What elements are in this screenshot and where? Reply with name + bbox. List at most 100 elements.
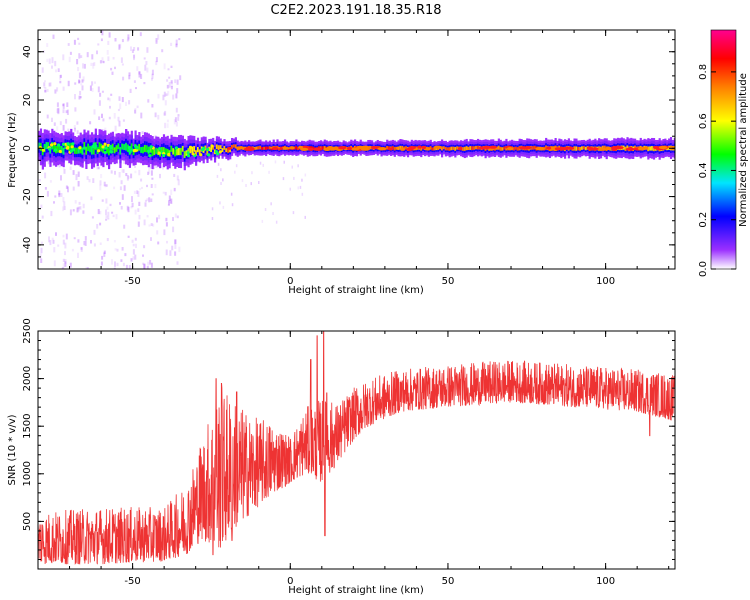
- spectrogram-speckle: [149, 260, 152, 265]
- spectrogram-speckle: [113, 267, 116, 269]
- spectrogram-column: [545, 137, 548, 158]
- spectrogram-speckle: [99, 242, 102, 245]
- spectrogram-speckle: [143, 82, 146, 85]
- spectrogram-cell: [100, 143, 103, 152]
- spectrogram-speckle: [136, 190, 139, 194]
- spectrogram-x-tick-label: -50: [124, 276, 140, 287]
- spectrogram-peak: [83, 146, 87, 150]
- spectrogram-speckle: [97, 43, 100, 46]
- spectrogram-cell: [420, 146, 423, 151]
- spectrogram-peak: [216, 152, 220, 156]
- spectrogram-cell: [369, 145, 372, 150]
- spectrogram-speckle: [170, 42, 173, 46]
- spectrogram-speckle: [164, 191, 167, 196]
- spectrogram-speckle: [57, 107, 60, 114]
- spectrogram-column: [533, 139, 536, 157]
- spectrogram-speckle: [80, 247, 83, 252]
- spectrogram-speckle: [78, 80, 81, 83]
- spectrogram-speckle: [157, 34, 160, 40]
- spectrogram-speckle: [156, 165, 159, 169]
- spectrogram-cell: [429, 146, 432, 150]
- spectrogram-cell: [64, 142, 67, 150]
- spectrogram-speckle: [258, 181, 260, 184]
- spectrogram-speckle: [77, 252, 79, 258]
- spectrogram-speckle: [47, 159, 50, 165]
- spectrogram-speckle: [268, 170, 270, 174]
- spectrogram-speckle: [93, 62, 96, 66]
- spectrogram-speckle: [123, 224, 126, 229]
- spectrogram-speckle: [77, 37, 80, 40]
- spectrogram-column: [170, 134, 173, 163]
- spectrogram-speckle: [60, 193, 63, 197]
- spectrogram-speckle: [113, 134, 116, 138]
- spectrogram-speckle: [77, 206, 80, 212]
- spectrogram-speckle: [175, 43, 178, 48]
- spectrogram-column: [38, 130, 41, 162]
- spectrogram-column: [255, 141, 258, 156]
- spectrogram-speckle: [175, 107, 178, 113]
- spectrogram-speckle: [146, 215, 149, 218]
- spectrogram-cell: [225, 148, 228, 153]
- spectrogram-speckle: [133, 80, 136, 83]
- snr-x-ticks: -50 0 50 100: [37, 331, 670, 587]
- spectrogram-cell: [393, 146, 396, 151]
- spectrogram-speckle: [104, 127, 107, 132]
- spectrogram-column: [253, 141, 256, 156]
- spectrogram-x-label: Height of straight line (km): [288, 285, 424, 296]
- spectrogram-speckle: [54, 60, 57, 67]
- spectrogram-peak: [41, 148, 46, 152]
- spectrogram-speckle: [114, 125, 117, 132]
- spectrogram-speckle: [135, 243, 137, 248]
- spectrogram-column: [652, 138, 656, 160]
- spectrogram-speckle: [133, 55, 135, 61]
- spectrogram-speckle: [177, 179, 180, 186]
- spectrogram-speckle: [93, 109, 96, 115]
- spectrogram-peak: [70, 149, 74, 153]
- spectrogram-speckle: [130, 46, 132, 51]
- spectrogram-column: [512, 140, 516, 157]
- spectrogram-speckle: [113, 240, 116, 243]
- spectrogram-speckle: [150, 262, 153, 268]
- spectrogram-column: [210, 138, 213, 161]
- spectrogram-speckle: [167, 68, 170, 71]
- spectrogram-speckle: [101, 57, 104, 63]
- spectrogram-speckle: [274, 160, 277, 164]
- spectrogram-speckle: [48, 236, 50, 243]
- spectrogram-cell: [60, 145, 63, 154]
- spectrogram-cell: [268, 146, 272, 150]
- spectrogram-column: [446, 142, 449, 156]
- spectrogram-speckle: [69, 209, 72, 216]
- spectrogram-speckle: [122, 76, 125, 81]
- spectrogram-speckle: [85, 266, 88, 269]
- spectrogram-cell: [132, 149, 135, 156]
- spectrogram-peak: [58, 149, 62, 154]
- spectrogram-peak: [606, 146, 612, 150]
- figure-title: C2E2.2023.191.18.35.R18: [270, 3, 441, 18]
- spectrogram-peak: [271, 146, 279, 151]
- spectrogram-speckle: [175, 121, 178, 127]
- spectrogram-cell: [234, 144, 237, 149]
- spectrogram-cell: [189, 146, 192, 154]
- spectrogram-speckle: [79, 96, 82, 99]
- spectrogram-speckle: [67, 43, 70, 46]
- spectrogram-speckle: [164, 110, 167, 116]
- spectrogram-speckle: [101, 199, 104, 202]
- spectrogram-speckle: [56, 126, 59, 131]
- spectrogram-cell: [142, 146, 145, 154]
- spectrogram-speckle: [176, 215, 179, 219]
- spectrogram-column: [77, 135, 80, 166]
- spectrogram-speckle: [173, 173, 176, 177]
- spectrogram-speckle: [156, 230, 159, 235]
- spectrogram-column: [649, 138, 652, 159]
- spectrogram-speckle: [90, 62, 93, 66]
- spectrogram-cell: [183, 151, 186, 159]
- spectrogram-column: [106, 135, 109, 166]
- spectrogram-peak: [66, 142, 70, 146]
- spectrogram-peak: [248, 147, 253, 151]
- spectrogram-speckle: [152, 164, 155, 169]
- spectrogram-speckle: [127, 235, 130, 238]
- spectrogram-speckle: [67, 186, 69, 193]
- spectrogram-speckle: [241, 179, 244, 183]
- spectrogram-speckle: [119, 202, 121, 205]
- spectrogram-speckle: [112, 57, 115, 60]
